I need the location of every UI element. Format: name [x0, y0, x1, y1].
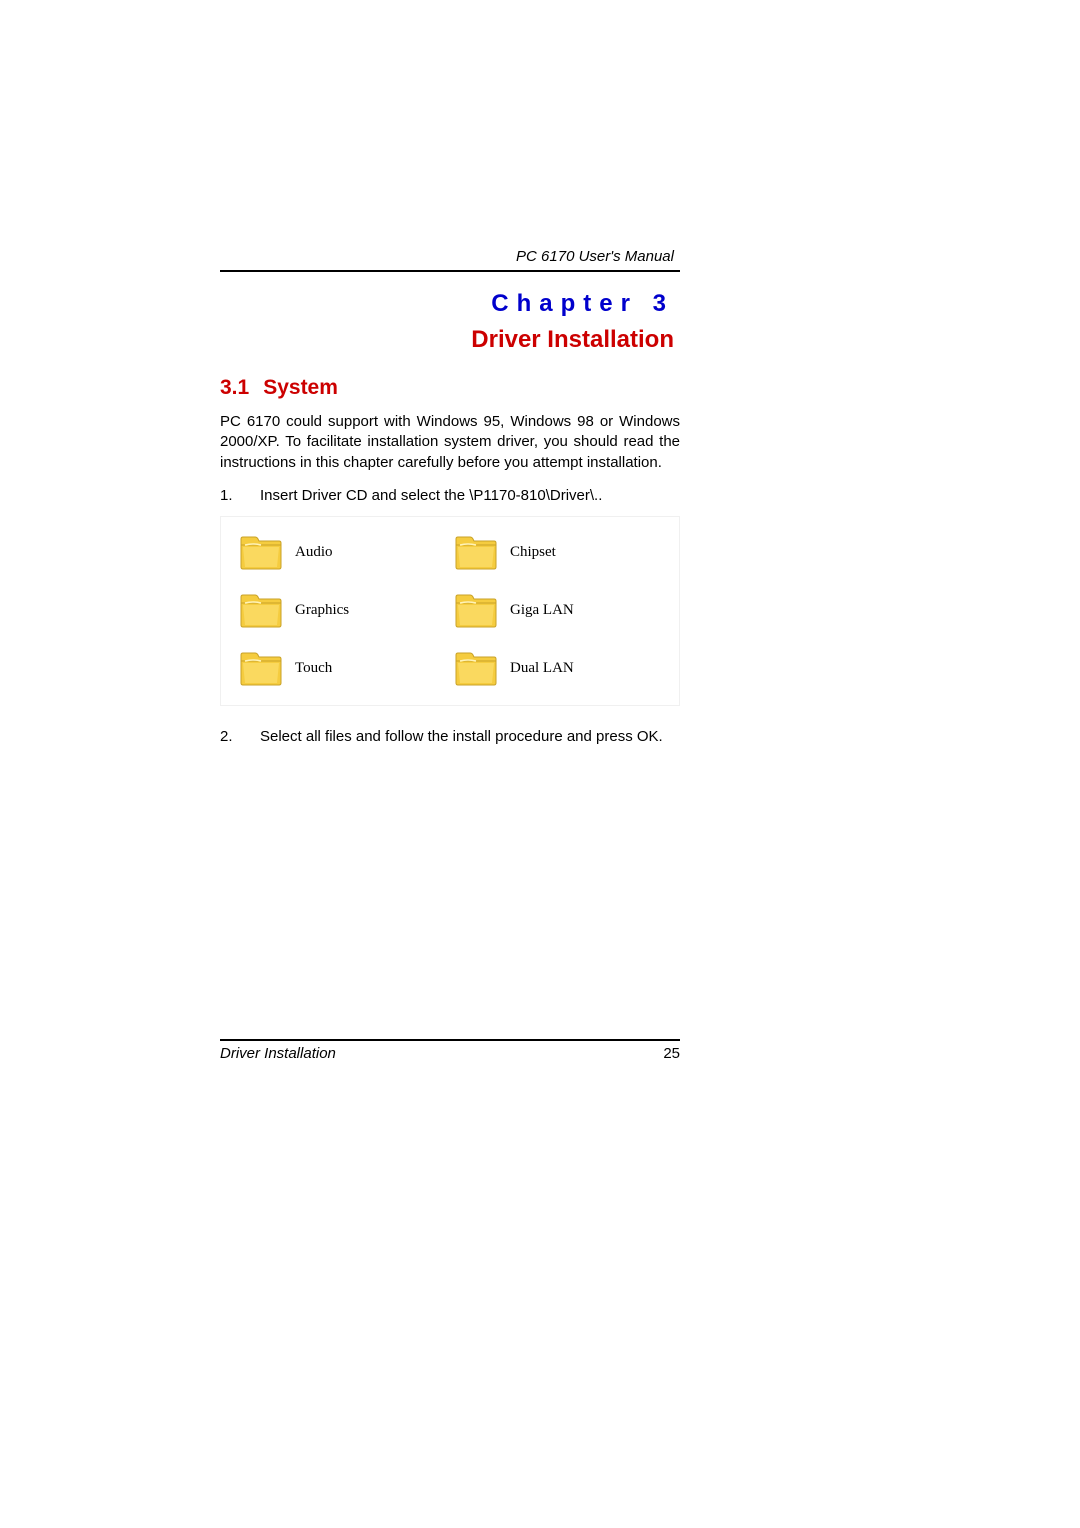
folder-graphics[interactable]: Graphics — [239, 593, 454, 629]
folder-label: Touch — [295, 660, 332, 677]
step-1-text: Insert Driver CD and select the \P1170-8… — [260, 487, 680, 504]
header-rule: PC 6170 User's Manual — [220, 248, 680, 272]
page-content: PC 6170 User's Manual Chapter 3 Driver I… — [220, 248, 680, 753]
step-2: 2. Select all files and follow the insta… — [220, 728, 680, 745]
folder-gigalan[interactable]: Giga LAN — [454, 593, 669, 629]
header-manual-title: PC 6170 User's Manual — [516, 248, 680, 265]
page-number: 25 — [663, 1045, 680, 1062]
folder-duallan[interactable]: Dual LAN — [454, 651, 669, 687]
folder-row-2: Touch Dual LAN — [239, 651, 669, 687]
folder-icon — [454, 593, 498, 629]
section-title: System — [263, 376, 338, 399]
folder-icon — [239, 535, 283, 571]
folder-icon — [239, 651, 283, 687]
folder-label: Graphics — [295, 602, 349, 619]
step-1: 1. Insert Driver CD and select the \P117… — [220, 487, 680, 504]
folder-chipset[interactable]: Chipset — [454, 535, 669, 571]
intro-paragraph: PC 6170 could support with Windows 95, W… — [220, 412, 680, 473]
footer-text: Driver Installation — [220, 1045, 336, 1062]
folder-label: Chipset — [510, 544, 556, 561]
folder-row-1: Graphics Giga LAN — [239, 593, 669, 629]
folder-label: Audio — [295, 544, 333, 561]
chapter-title: Driver Installation — [220, 326, 680, 354]
folder-icon — [454, 651, 498, 687]
folder-touch[interactable]: Touch — [239, 651, 454, 687]
step-2-text: Select all files and follow the install … — [260, 728, 680, 745]
section-number: 3.1 — [220, 376, 249, 399]
step-1-number: 1. — [220, 487, 260, 504]
folder-label: Dual LAN — [510, 660, 574, 677]
folder-audio[interactable]: Audio — [239, 535, 454, 571]
folder-icon — [454, 535, 498, 571]
folder-label: Giga LAN — [510, 602, 574, 619]
chapter-label: Chapter 3 — [220, 290, 680, 318]
step-2-number: 2. — [220, 728, 260, 745]
folder-icon — [239, 593, 283, 629]
folder-grid: Audio Chipset Graphics — [220, 516, 680, 706]
folder-row-0: Audio Chipset — [239, 535, 669, 571]
footer: Driver Installation 25 — [220, 1039, 680, 1062]
section-heading: 3.1 System — [220, 376, 680, 400]
